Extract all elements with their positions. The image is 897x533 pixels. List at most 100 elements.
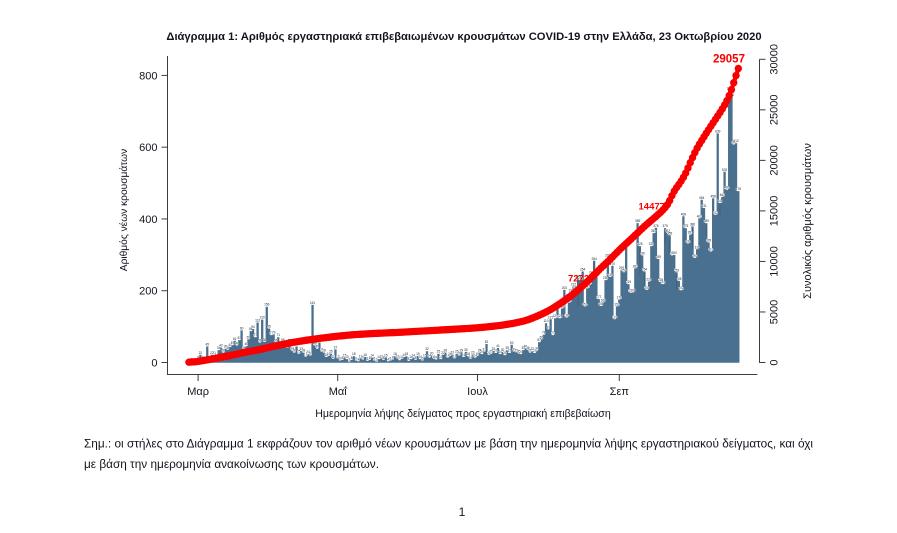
svg-text:29057: 29057 xyxy=(713,54,745,66)
svg-text:19: 19 xyxy=(448,352,452,356)
svg-text:28: 28 xyxy=(322,349,326,353)
svg-text:203: 203 xyxy=(644,286,650,290)
svg-text:11: 11 xyxy=(400,355,404,359)
svg-text:412: 412 xyxy=(713,211,719,215)
svg-text:44: 44 xyxy=(228,343,232,347)
svg-text:32: 32 xyxy=(531,347,535,351)
svg-text:79: 79 xyxy=(272,330,276,334)
svg-text:Μαΐ: Μαΐ xyxy=(329,386,348,398)
svg-text:30: 30 xyxy=(501,348,505,352)
svg-text:12: 12 xyxy=(395,354,399,358)
svg-text:355: 355 xyxy=(667,231,673,235)
svg-text:28: 28 xyxy=(292,349,296,353)
svg-text:23: 23 xyxy=(450,350,454,354)
svg-text:27: 27 xyxy=(494,349,498,353)
svg-text:48: 48 xyxy=(235,341,239,345)
svg-text:48: 48 xyxy=(313,341,317,345)
svg-text:259: 259 xyxy=(619,266,625,270)
svg-text:362: 362 xyxy=(665,229,671,233)
svg-text:32: 32 xyxy=(425,347,429,351)
svg-text:10000: 10000 xyxy=(769,246,781,277)
svg-text:21: 21 xyxy=(212,351,216,355)
svg-text:252: 252 xyxy=(621,268,627,272)
svg-text:65: 65 xyxy=(540,335,544,339)
svg-text:121: 121 xyxy=(548,315,554,319)
svg-text:284: 284 xyxy=(591,257,597,261)
svg-text:408: 408 xyxy=(681,212,687,216)
svg-text:30000: 30000 xyxy=(769,44,781,75)
svg-text:58: 58 xyxy=(263,338,267,342)
svg-text:6: 6 xyxy=(422,357,424,361)
svg-text:15000: 15000 xyxy=(769,196,781,227)
svg-text:25: 25 xyxy=(455,350,459,354)
svg-text:Σημ.: οι στήλες στο Διάγραμμα: Σημ.: οι στήλες στο Διάγραμμα 1 εκφράζου… xyxy=(84,437,813,451)
svg-text:65: 65 xyxy=(247,335,251,339)
svg-text:4: 4 xyxy=(387,357,389,361)
svg-text:94: 94 xyxy=(251,325,255,329)
svg-text:28: 28 xyxy=(478,349,482,353)
svg-text:176: 176 xyxy=(617,296,623,300)
svg-text:19: 19 xyxy=(327,352,331,356)
svg-text:Σεπ: Σεπ xyxy=(610,386,630,398)
svg-text:19: 19 xyxy=(476,352,480,356)
svg-text:226: 226 xyxy=(646,278,652,282)
svg-text:61: 61 xyxy=(233,337,237,341)
svg-text:200: 200 xyxy=(139,286,157,298)
svg-text:9: 9 xyxy=(392,355,394,359)
svg-text:230: 230 xyxy=(603,276,609,280)
svg-text:14477: 14477 xyxy=(639,202,665,213)
svg-text:375: 375 xyxy=(662,224,668,228)
svg-text:52: 52 xyxy=(485,340,489,344)
svg-text:31: 31 xyxy=(320,348,324,352)
svg-text:20: 20 xyxy=(430,352,434,356)
svg-text:263: 263 xyxy=(633,264,639,268)
svg-text:Ημερομηνία λήψης δείγματος προ: Ημερομηνία λήψης δείγματος προς εργαστηρ… xyxy=(315,408,611,420)
svg-text:15: 15 xyxy=(343,353,347,357)
svg-text:12: 12 xyxy=(359,354,363,358)
svg-text:35: 35 xyxy=(521,346,525,350)
svg-text:46: 46 xyxy=(244,342,248,346)
svg-text:18: 18 xyxy=(466,352,470,356)
svg-text:612: 612 xyxy=(733,139,739,143)
svg-text:Ιουλ: Ιουλ xyxy=(467,386,488,398)
svg-text:157: 157 xyxy=(582,302,588,306)
svg-text:120: 120 xyxy=(260,316,266,320)
svg-text:9: 9 xyxy=(362,355,364,359)
svg-text:235: 235 xyxy=(575,274,581,278)
svg-text:40: 40 xyxy=(524,344,528,348)
svg-text:3: 3 xyxy=(348,358,350,362)
svg-text:6: 6 xyxy=(355,357,357,361)
svg-text:482: 482 xyxy=(724,186,730,190)
svg-text:228: 228 xyxy=(676,277,682,281)
svg-text:254: 254 xyxy=(580,268,586,272)
svg-text:45: 45 xyxy=(205,343,209,347)
svg-text:14: 14 xyxy=(428,354,432,358)
svg-text:12: 12 xyxy=(379,354,383,358)
svg-text:28: 28 xyxy=(302,349,306,353)
svg-text:37: 37 xyxy=(334,345,338,349)
svg-text:16: 16 xyxy=(462,353,466,357)
svg-text:90: 90 xyxy=(240,326,244,330)
svg-text:25: 25 xyxy=(437,350,441,354)
svg-text:24: 24 xyxy=(519,350,523,354)
svg-text:22: 22 xyxy=(441,351,445,355)
svg-text:39: 39 xyxy=(224,345,228,349)
svg-text:14: 14 xyxy=(370,354,374,358)
svg-text:270: 270 xyxy=(610,262,616,266)
svg-text:35: 35 xyxy=(505,346,509,350)
svg-text:19: 19 xyxy=(416,352,420,356)
svg-text:8: 8 xyxy=(383,356,385,360)
svg-text:202: 202 xyxy=(678,286,684,290)
svg-text:0: 0 xyxy=(769,359,781,365)
svg-text:639: 639 xyxy=(715,129,721,133)
svg-text:8: 8 xyxy=(415,356,417,360)
svg-text:41: 41 xyxy=(496,344,500,348)
svg-text:6: 6 xyxy=(339,357,341,361)
svg-text:34: 34 xyxy=(290,347,294,351)
svg-text:161: 161 xyxy=(310,301,316,305)
svg-text:158: 158 xyxy=(598,302,604,306)
svg-text:56: 56 xyxy=(274,339,278,343)
svg-text:49: 49 xyxy=(231,341,235,345)
svg-text:25: 25 xyxy=(489,350,493,354)
svg-text:300: 300 xyxy=(672,251,678,255)
